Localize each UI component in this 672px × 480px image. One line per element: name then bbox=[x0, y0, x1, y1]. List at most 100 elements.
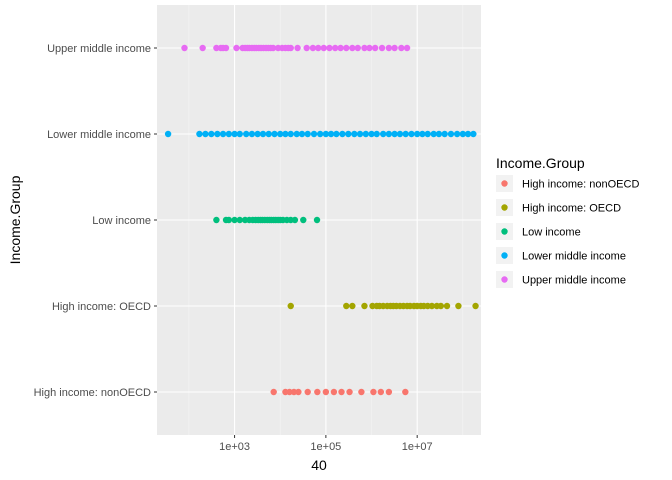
data-point bbox=[208, 130, 215, 138]
data-point bbox=[459, 130, 467, 138]
data-point bbox=[370, 388, 377, 396]
data-point bbox=[419, 130, 426, 138]
data-point bbox=[287, 44, 294, 52]
data-point bbox=[385, 44, 393, 52]
data-point bbox=[282, 130, 289, 138]
y-axis-title: Income.Group bbox=[7, 175, 23, 264]
data-point bbox=[164, 130, 172, 138]
data-point bbox=[333, 130, 340, 138]
data-point bbox=[424, 130, 431, 138]
data-point bbox=[343, 44, 350, 52]
y-tick-label: High income: nonOECD bbox=[34, 387, 151, 399]
data-point bbox=[361, 44, 368, 52]
legend-key-dot bbox=[501, 180, 508, 187]
data-point bbox=[320, 44, 327, 52]
legend-label: Lower middle income bbox=[522, 251, 626, 263]
data-point bbox=[402, 388, 409, 396]
data-point bbox=[402, 130, 409, 138]
data-point bbox=[391, 130, 398, 138]
legend: Income.Group High income: nonOECD High in… bbox=[496, 155, 639, 288]
data-point bbox=[213, 216, 220, 224]
data-point bbox=[222, 44, 230, 52]
data-point bbox=[181, 44, 188, 52]
data-point bbox=[377, 388, 385, 396]
data-point bbox=[243, 130, 250, 138]
data-point bbox=[331, 44, 339, 52]
data-point bbox=[304, 388, 311, 396]
data-point bbox=[464, 130, 472, 138]
data-point bbox=[314, 388, 321, 396]
data-point bbox=[337, 44, 344, 52]
data-point bbox=[385, 388, 393, 396]
legend-label: Upper middle income bbox=[522, 275, 626, 287]
data-point bbox=[316, 130, 324, 138]
data-point bbox=[362, 130, 370, 138]
data-point bbox=[378, 44, 386, 52]
data-point bbox=[286, 388, 293, 396]
data-point bbox=[345, 130, 352, 138]
data-point bbox=[435, 130, 443, 138]
data-point bbox=[408, 130, 415, 138]
data-point bbox=[265, 130, 272, 138]
data-point bbox=[259, 130, 267, 138]
data-point bbox=[271, 130, 278, 138]
axes: 1e+03 1e+05 1e+07 High income: nonOECD High … bbox=[34, 43, 433, 453]
x-tick-label: 1e+05 bbox=[310, 441, 341, 453]
data-point bbox=[453, 130, 461, 138]
data-point bbox=[304, 130, 311, 138]
x-tick-label: 1e+07 bbox=[402, 441, 433, 453]
data-point bbox=[287, 302, 294, 310]
data-point bbox=[225, 130, 233, 138]
data-point bbox=[322, 130, 330, 138]
data-point bbox=[379, 130, 387, 138]
x-tick-label: 1e+03 bbox=[219, 441, 250, 453]
y-tick-label: High income: OECD bbox=[52, 301, 151, 313]
data-point bbox=[326, 44, 333, 52]
data-point bbox=[330, 388, 338, 396]
data-point bbox=[236, 130, 243, 138]
data-point bbox=[447, 130, 455, 138]
data-point bbox=[343, 302, 350, 310]
data-point bbox=[248, 130, 256, 138]
x-axis-title: 40 bbox=[311, 457, 327, 473]
data-point bbox=[346, 388, 353, 396]
legend-key-dot bbox=[501, 252, 508, 259]
data-point bbox=[233, 44, 240, 52]
data-point bbox=[277, 130, 284, 138]
y-tick-label: Low income bbox=[92, 215, 151, 227]
data-point bbox=[287, 130, 294, 138]
data-point bbox=[339, 130, 346, 138]
data-point bbox=[398, 44, 405, 52]
data-point bbox=[309, 44, 317, 52]
data-point bbox=[443, 302, 451, 310]
data-point bbox=[213, 44, 220, 52]
data-point bbox=[231, 130, 238, 138]
data-point bbox=[315, 44, 322, 52]
data-point bbox=[366, 44, 373, 52]
data-point bbox=[196, 130, 203, 138]
data-point bbox=[413, 130, 421, 138]
data-point bbox=[455, 302, 462, 310]
legend-label: High income: OECD bbox=[522, 203, 621, 215]
legend-key-dot bbox=[501, 204, 508, 211]
data-point bbox=[472, 302, 479, 310]
legend-label: High income: nonOECD bbox=[522, 179, 639, 191]
data-point bbox=[298, 130, 306, 138]
legend-label: Low income bbox=[522, 227, 581, 239]
data-point bbox=[199, 44, 206, 52]
legend-key-dot bbox=[501, 228, 508, 235]
data-point bbox=[430, 130, 437, 138]
data-point bbox=[294, 44, 301, 52]
data-point bbox=[293, 130, 300, 138]
data-point bbox=[295, 388, 302, 396]
data-point bbox=[437, 302, 445, 310]
data-point bbox=[310, 130, 318, 138]
y-tick-label: Upper middle income bbox=[47, 43, 151, 55]
data-point bbox=[356, 130, 364, 138]
data-point bbox=[354, 44, 361, 52]
data-point bbox=[396, 130, 404, 138]
data-point bbox=[269, 44, 277, 52]
data-point bbox=[254, 130, 261, 138]
data-point bbox=[313, 216, 321, 224]
